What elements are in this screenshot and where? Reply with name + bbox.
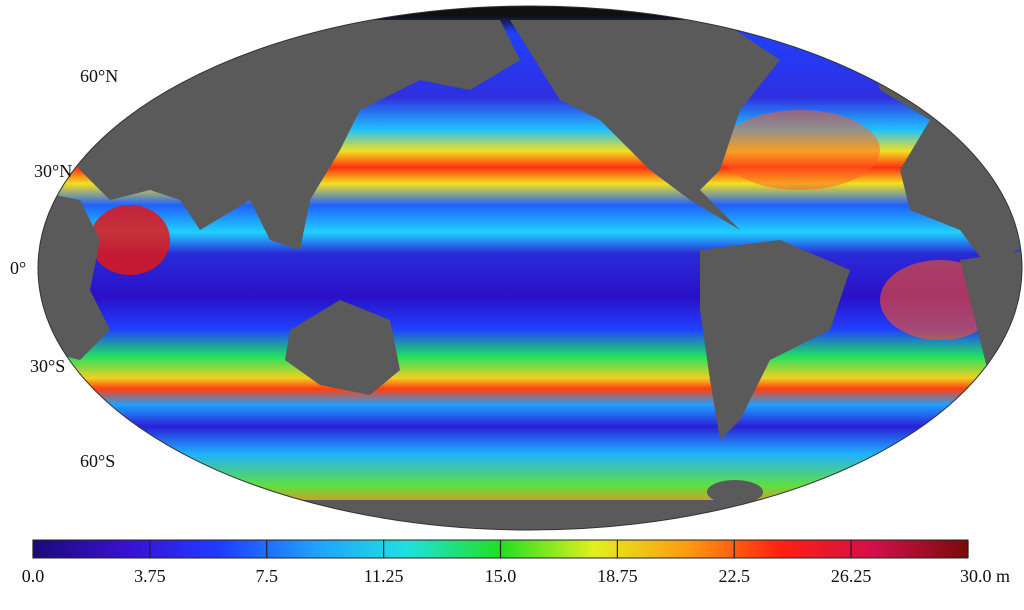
colorbar-tick-label: 22.5 xyxy=(719,566,751,586)
latitude-label: 0° xyxy=(10,258,26,278)
colorbar-tick-label: 11.25 xyxy=(364,566,404,586)
colorbar-tick-label: 3.75 xyxy=(134,566,166,586)
globe-outline xyxy=(37,5,1023,531)
colorbar-tick-label: 26.25 xyxy=(831,566,872,586)
colorbar-tick-label: 7.5 xyxy=(256,566,279,586)
globe xyxy=(38,6,1022,530)
latitude-label: 30°S xyxy=(30,356,65,376)
latitude-label: 60°N xyxy=(80,66,118,86)
colorbar-tick-label: 15.0 xyxy=(485,566,517,586)
colorbar-tick-label: 18.75 xyxy=(597,566,638,586)
colorbar-tick-label: 0.0 xyxy=(22,566,45,586)
hotspot xyxy=(720,110,880,190)
latitude-label: 30°N xyxy=(34,161,72,181)
colorbar-tick-label: 30.0 m xyxy=(960,566,1010,586)
hotspot xyxy=(90,205,170,275)
latitude-label: 60°S xyxy=(80,451,115,471)
